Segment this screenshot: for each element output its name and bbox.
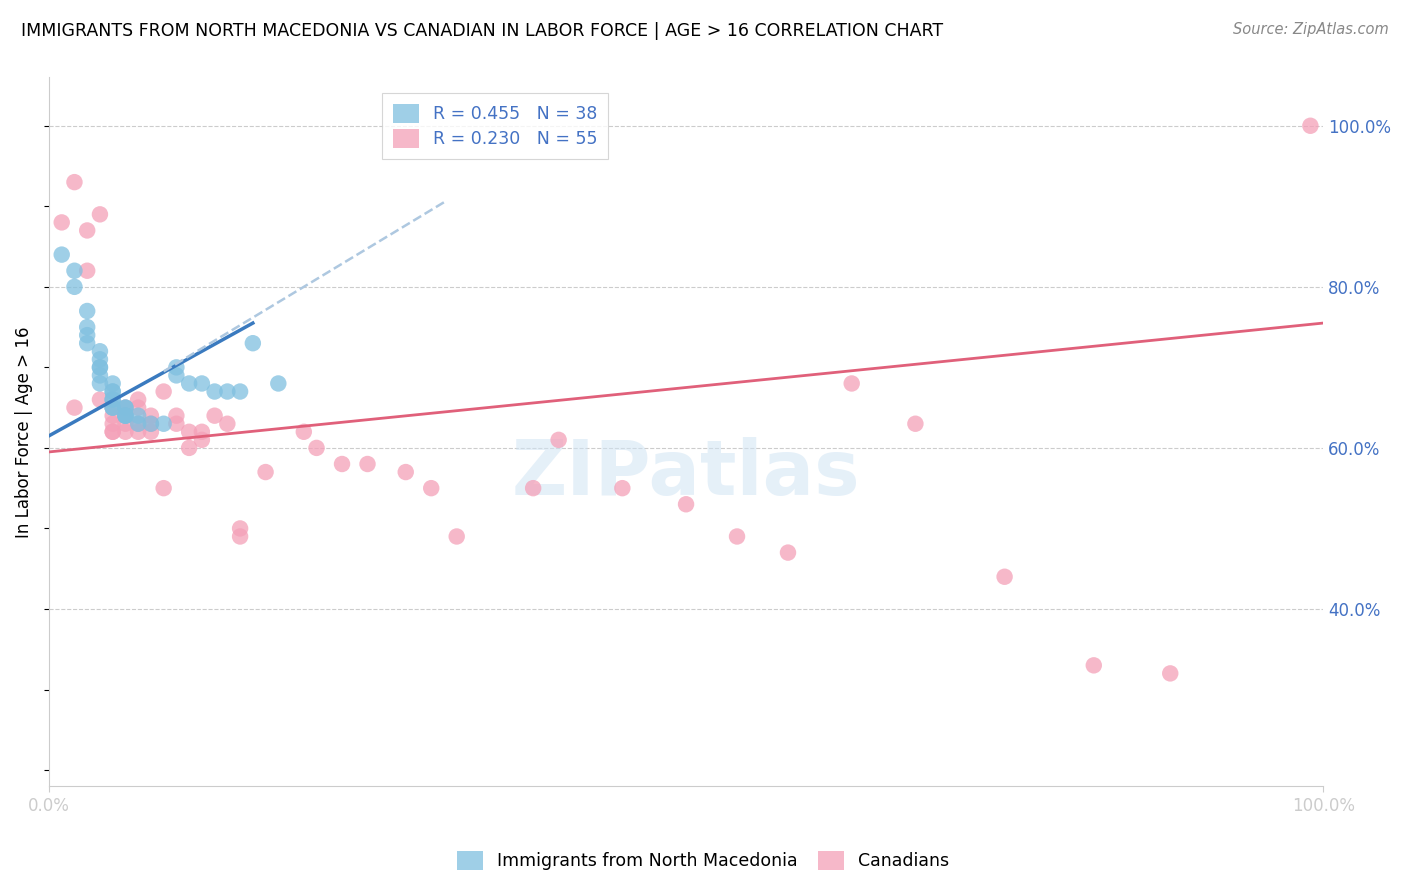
Point: [89, 352, 111, 367]
Point: [101, 392, 124, 407]
Point: [114, 401, 136, 415]
Point: [179, 376, 201, 391]
Point: [114, 401, 136, 415]
Point: [127, 392, 149, 407]
Point: [675, 497, 697, 511]
Point: [267, 376, 290, 391]
Point: [63, 401, 86, 415]
Point: [101, 401, 124, 415]
Point: [101, 376, 124, 391]
Point: [114, 401, 136, 415]
Point: [229, 529, 252, 543]
Point: [152, 384, 174, 399]
Point: [114, 417, 136, 431]
Point: [76, 264, 98, 278]
Point: [356, 457, 378, 471]
Point: [89, 344, 111, 359]
Point: [89, 368, 111, 383]
Point: [101, 409, 124, 423]
Point: [776, 545, 799, 559]
Point: [904, 417, 927, 431]
Point: [547, 433, 569, 447]
Point: [191, 376, 214, 391]
Point: [89, 392, 111, 407]
Point: [76, 304, 98, 318]
Point: [1159, 666, 1181, 681]
Y-axis label: In Labor Force | Age > 16: In Labor Force | Age > 16: [15, 326, 32, 538]
Point: [76, 328, 98, 343]
Point: [841, 376, 863, 391]
Point: [101, 425, 124, 439]
Point: [89, 207, 111, 221]
Point: [63, 264, 86, 278]
Point: [330, 457, 353, 471]
Point: [242, 336, 264, 351]
Point: [51, 247, 73, 261]
Point: [114, 425, 136, 439]
Point: [1299, 119, 1322, 133]
Point: [522, 481, 544, 495]
Point: [217, 417, 239, 431]
Point: [994, 570, 1017, 584]
Point: [114, 409, 136, 423]
Point: [725, 529, 748, 543]
Point: [101, 392, 124, 407]
Point: [127, 417, 149, 431]
Point: [101, 417, 124, 431]
Point: [1083, 658, 1105, 673]
Point: [179, 441, 201, 455]
Point: [89, 360, 111, 375]
Point: [420, 481, 443, 495]
Point: [139, 409, 162, 423]
Point: [101, 401, 124, 415]
Point: [152, 481, 174, 495]
Point: [101, 384, 124, 399]
Point: [165, 360, 187, 375]
Point: [446, 529, 468, 543]
Point: [127, 401, 149, 415]
Point: [76, 223, 98, 237]
Point: [139, 425, 162, 439]
Point: [204, 384, 226, 399]
Point: [114, 409, 136, 423]
Point: [191, 425, 214, 439]
Point: [76, 336, 98, 351]
Point: [395, 465, 418, 479]
Point: [127, 425, 149, 439]
Point: [114, 409, 136, 423]
Point: [612, 481, 634, 495]
Text: Source: ZipAtlas.com: Source: ZipAtlas.com: [1233, 22, 1389, 37]
Point: [127, 417, 149, 431]
Point: [254, 465, 277, 479]
Point: [229, 384, 252, 399]
Point: [139, 417, 162, 431]
Point: [229, 521, 252, 535]
Point: [305, 441, 328, 455]
Point: [217, 384, 239, 399]
Point: [101, 401, 124, 415]
Point: [89, 360, 111, 375]
Point: [165, 368, 187, 383]
Point: [76, 320, 98, 334]
Point: [51, 215, 73, 229]
Point: [127, 409, 149, 423]
Point: [165, 417, 187, 431]
Point: [63, 175, 86, 189]
Text: ZIPatlas: ZIPatlas: [512, 437, 860, 511]
Point: [204, 409, 226, 423]
Legend: Immigrants from North Macedonia, Canadians: Immigrants from North Macedonia, Canadia…: [449, 842, 957, 879]
Point: [139, 417, 162, 431]
Point: [179, 425, 201, 439]
Point: [165, 409, 187, 423]
Point: [63, 280, 86, 294]
Point: [101, 384, 124, 399]
Point: [114, 409, 136, 423]
Point: [101, 425, 124, 439]
Point: [152, 417, 174, 431]
Point: [292, 425, 315, 439]
Point: [89, 376, 111, 391]
Text: IMMIGRANTS FROM NORTH MACEDONIA VS CANADIAN IN LABOR FORCE | AGE > 16 CORRELATIO: IMMIGRANTS FROM NORTH MACEDONIA VS CANAD…: [21, 22, 943, 40]
Legend: R = 0.455   N = 38, R = 0.230   N = 55: R = 0.455 N = 38, R = 0.230 N = 55: [382, 93, 607, 159]
Point: [191, 433, 214, 447]
